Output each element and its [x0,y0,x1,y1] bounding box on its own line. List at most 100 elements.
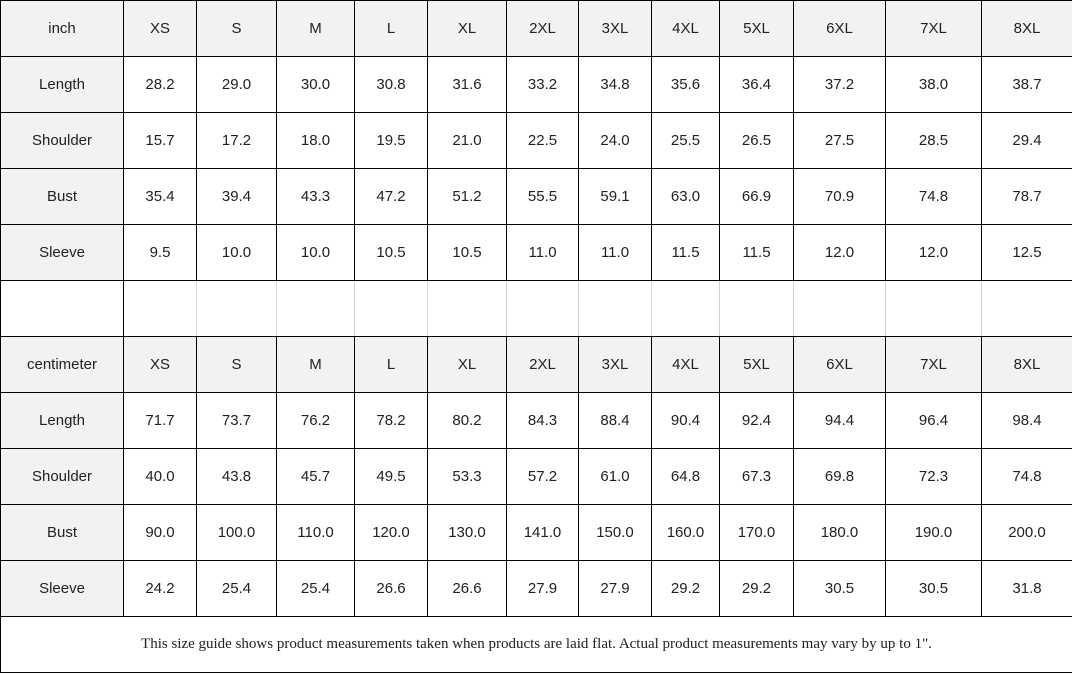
measurement-value: 190.0 [885,504,982,561]
measurement-value: 76.2 [276,392,355,449]
measurement-value: 30.0 [276,56,355,113]
measurement-value: 24.2 [123,560,197,617]
measurement-value: 43.3 [276,168,355,225]
spacer-row [0,280,1072,337]
measurement-value: 51.2 [427,168,507,225]
measurement-value: 11.0 [506,224,579,281]
measurement-value: 66.9 [719,168,794,225]
size-header-cell: 8XL [981,0,1072,57]
measurement-value: 70.9 [793,168,886,225]
measurement-value: 59.1 [578,168,652,225]
size-header-cell: 3XL [578,0,652,57]
measurement-value: 27.9 [506,560,579,617]
measurement-row: Length 28.2 29.0 30.0 30.8 31.6 33.2 34.8 35.6 36… [0,56,1072,113]
measurement-label: Sleeve [0,560,124,617]
measurement-value: 12.0 [793,224,886,281]
spacer-cell [427,280,507,337]
size-header-cell: 8XL [981,336,1072,393]
size-header-cell: S [196,0,277,57]
measurement-value: 38.7 [981,56,1072,113]
spacer-cell [506,280,579,337]
spacer-cell [578,280,652,337]
size-header-cell: 2XL [506,0,579,57]
measurement-label: Length [0,56,124,113]
spacer-cell [793,280,886,337]
measurement-value: 72.3 [885,448,982,505]
footer-row: This size guide shows product measuremen… [0,616,1072,673]
measurement-value: 26.6 [354,560,428,617]
measurement-value: 27.9 [578,560,652,617]
size-header-cell: XL [427,336,507,393]
size-header-cell: 4XL [651,0,720,57]
measurement-value: 170.0 [719,504,794,561]
measurement-value: 19.5 [354,112,428,169]
spacer-cell [276,280,355,337]
measurement-label: Sleeve [0,224,124,281]
measurement-value: 49.5 [354,448,428,505]
spacer-cell [354,280,428,337]
size-header-cell: L [354,336,428,393]
measurement-value: 45.7 [276,448,355,505]
measurement-value: 17.2 [196,112,277,169]
measurement-value: 30.5 [793,560,886,617]
measurement-value: 74.8 [981,448,1072,505]
size-header-cell: XS [123,0,197,57]
measurement-value: 35.4 [123,168,197,225]
measurement-value: 25.4 [196,560,277,617]
measurement-value: 10.0 [276,224,355,281]
size-header-cell: 7XL [885,0,982,57]
measurement-value: 10.5 [354,224,428,281]
measurement-row: Bust 90.0 100.0 110.0 120.0 130.0 141.0 150.0 16… [0,504,1072,561]
measurement-value: 31.8 [981,560,1072,617]
size-header-cell: 6XL [793,0,886,57]
measurement-value: 25.5 [651,112,720,169]
measurement-label: Shoulder [0,112,124,169]
size-header-cell: XL [427,0,507,57]
measurement-value: 180.0 [793,504,886,561]
spacer-cell [885,280,982,337]
measurement-value: 10.0 [196,224,277,281]
measurement-value: 47.2 [354,168,428,225]
measurement-value: 63.0 [651,168,720,225]
measurement-label: Bust [0,168,124,225]
measurement-value: 37.2 [793,56,886,113]
size-header-cell: 2XL [506,336,579,393]
measurement-value: 43.8 [196,448,277,505]
size-header-cell: 3XL [578,336,652,393]
measurement-row: Sleeve 24.2 25.4 25.4 26.6 26.6 27.9 27.9 29.2 29… [0,560,1072,617]
measurement-value: 88.4 [578,392,652,449]
size-header-cell: 7XL [885,336,982,393]
measurement-value: 40.0 [123,448,197,505]
measurement-value: 27.5 [793,112,886,169]
measurement-value: 11.5 [651,224,720,281]
measurement-value: 141.0 [506,504,579,561]
unit-header-row: inch XS S M L XL 2XL 3XL 4XL 5XL 6XL 7XL 8XL [0,0,1072,57]
measurement-value: 29.0 [196,56,277,113]
measurement-row: Shoulder 40.0 43.8 45.7 49.5 53.3 57.2 61.0 64.8… [0,448,1072,505]
measurement-value: 34.8 [578,56,652,113]
measurement-value: 55.5 [506,168,579,225]
measurement-value: 21.0 [427,112,507,169]
size-guide-note: This size guide shows product measuremen… [0,616,1072,673]
spacer-cell [651,280,720,337]
measurement-value: 11.0 [578,224,652,281]
measurement-value: 53.3 [427,448,507,505]
size-table-body: inch XS S M L XL 2XL 3XL 4XL 5XL 6XL 7XL 8XL Length 28… [0,0,1072,617]
unit-label: inch [0,0,124,57]
measurement-value: 78.2 [354,392,428,449]
measurement-value: 30.8 [354,56,428,113]
unit-header-row: centimeter XS S M L XL 2XL 3XL 4XL 5XL 6XL 7XL 8XL [0,336,1072,393]
size-header-cell: M [276,336,355,393]
measurement-value: 29.2 [719,560,794,617]
measurement-label: Bust [0,504,124,561]
measurement-value: 96.4 [885,392,982,449]
measurement-value: 28.2 [123,56,197,113]
measurement-value: 74.8 [885,168,982,225]
measurement-value: 24.0 [578,112,652,169]
size-header-cell: 5XL [719,336,794,393]
measurement-value: 22.5 [506,112,579,169]
size-header-cell: L [354,0,428,57]
measurement-row: Length 71.7 73.7 76.2 78.2 80.2 84.3 88.4 90.4 92… [0,392,1072,449]
spacer-cell [981,280,1072,337]
